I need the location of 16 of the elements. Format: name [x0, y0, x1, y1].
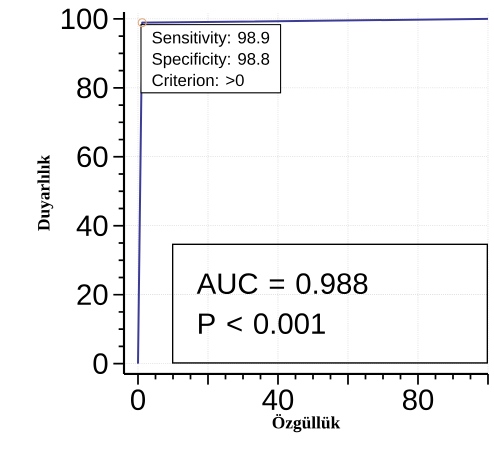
annotation: Criterion: >0	[152, 74, 244, 86]
y-tick-label: 20	[77, 284, 108, 306]
y-tick-label: 0	[93, 353, 108, 374]
x-tick-label: 0	[130, 389, 146, 410]
annotation: AUC = 0.988	[196, 273, 368, 294]
y-tick-label: 80	[77, 77, 108, 98]
annotation: P < 0.001	[199, 313, 325, 334]
y-tick-label: 100	[62, 8, 108, 30]
annotation: Sensitivity: 98.9	[152, 31, 270, 47]
y-axis-title: Duyarlılık	[37, 154, 54, 231]
x-tick-label: 80	[402, 389, 434, 410]
y-tick-label: 40	[76, 215, 108, 236]
x-axis-title: Özgüllük	[272, 414, 340, 432]
x-tick-label: 40	[262, 389, 294, 410]
annotation: Specificity: 98.8	[152, 52, 270, 68]
y-tick-label: 60	[77, 146, 108, 168]
